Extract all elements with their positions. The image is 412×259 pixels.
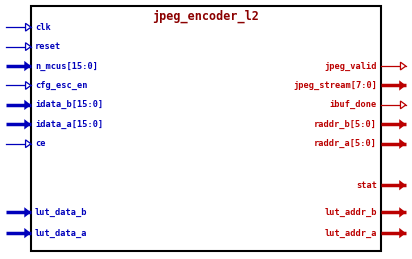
Polygon shape [26, 23, 31, 31]
Text: lut_addr_a: lut_addr_a [325, 228, 377, 238]
Polygon shape [24, 119, 31, 130]
Text: jpeg_valid: jpeg_valid [325, 61, 377, 71]
Text: jpeg_encoder_l2: jpeg_encoder_l2 [152, 10, 260, 24]
Text: ibuf_done: ibuf_done [330, 100, 377, 110]
Polygon shape [399, 207, 406, 218]
Polygon shape [26, 43, 31, 51]
Polygon shape [24, 61, 31, 71]
Polygon shape [26, 82, 31, 89]
Polygon shape [24, 228, 31, 238]
Text: stat: stat [356, 181, 377, 190]
Text: idata_b[15:0]: idata_b[15:0] [35, 100, 103, 110]
Text: raddr_b[5:0]: raddr_b[5:0] [314, 120, 377, 129]
Polygon shape [399, 180, 406, 190]
Polygon shape [400, 101, 406, 109]
Text: clk: clk [35, 23, 51, 32]
Bar [31, 6, 381, 251]
Text: jpeg_stream[7:0]: jpeg_stream[7:0] [293, 81, 377, 90]
Polygon shape [400, 62, 406, 70]
Polygon shape [399, 139, 406, 149]
Text: idata_a[15:0]: idata_a[15:0] [35, 120, 103, 129]
Text: lut_data_a: lut_data_a [35, 228, 87, 238]
Polygon shape [24, 207, 31, 218]
Polygon shape [399, 119, 406, 130]
Text: raddr_a[5:0]: raddr_a[5:0] [314, 139, 377, 148]
Polygon shape [399, 80, 406, 91]
Text: cfg_esc_en: cfg_esc_en [35, 81, 87, 90]
Polygon shape [24, 100, 31, 110]
Polygon shape [399, 228, 406, 238]
Text: reset: reset [35, 42, 61, 51]
Text: lut_addr_b: lut_addr_b [325, 208, 377, 217]
Text: lut_data_b: lut_data_b [35, 208, 87, 217]
Polygon shape [26, 140, 31, 148]
Text: ce: ce [35, 139, 45, 148]
Text: n_mcus[15:0]: n_mcus[15:0] [35, 61, 98, 71]
